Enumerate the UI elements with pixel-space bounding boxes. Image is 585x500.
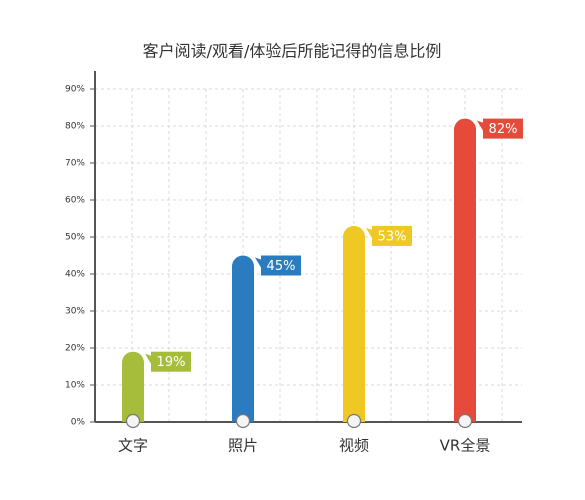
y-tick-label: 70% (65, 159, 85, 169)
y-tick-label: 60% (65, 196, 85, 206)
callout-pointer (477, 120, 483, 131)
x-tick-label: 文字 (118, 437, 148, 455)
value-label: 53% (378, 229, 407, 244)
x-tick-label: 视频 (339, 437, 369, 455)
value-label: 82% (489, 122, 518, 137)
bar-base (125, 413, 141, 429)
x-tick-label: 照片 (228, 437, 258, 455)
y-tick-label: 40% (65, 270, 85, 280)
bar (343, 225, 365, 422)
x-tick-label: VR全景 (440, 437, 491, 455)
y-tick-label: 90% (65, 85, 85, 95)
callout-box (261, 255, 301, 276)
bar (454, 118, 476, 423)
bar (122, 351, 144, 422)
bar-base (346, 413, 362, 429)
y-tick-label: 20% (65, 344, 85, 354)
value-label: 45% (267, 259, 296, 274)
y-tick-label: 30% (65, 307, 85, 317)
callout-pointer (255, 257, 261, 268)
vertical-grid (131, 89, 503, 422)
chart-title: 客户阅读/观看/体验后所能记得的信息比例 (143, 42, 442, 61)
y-tick-label: 50% (65, 233, 85, 243)
bar-base (235, 413, 251, 429)
bar (232, 255, 254, 422)
callout-box (151, 351, 191, 372)
callout-box (372, 225, 412, 246)
callout-pointer (366, 227, 372, 238)
y-tick-label: 80% (65, 122, 85, 132)
bar-base (457, 413, 473, 429)
y-tick-label: 0% (71, 418, 86, 428)
callout-box (483, 118, 523, 139)
value-label: 19% (157, 355, 186, 370)
y-tick-label: 10% (65, 381, 85, 391)
callout-pointer (145, 353, 151, 364)
